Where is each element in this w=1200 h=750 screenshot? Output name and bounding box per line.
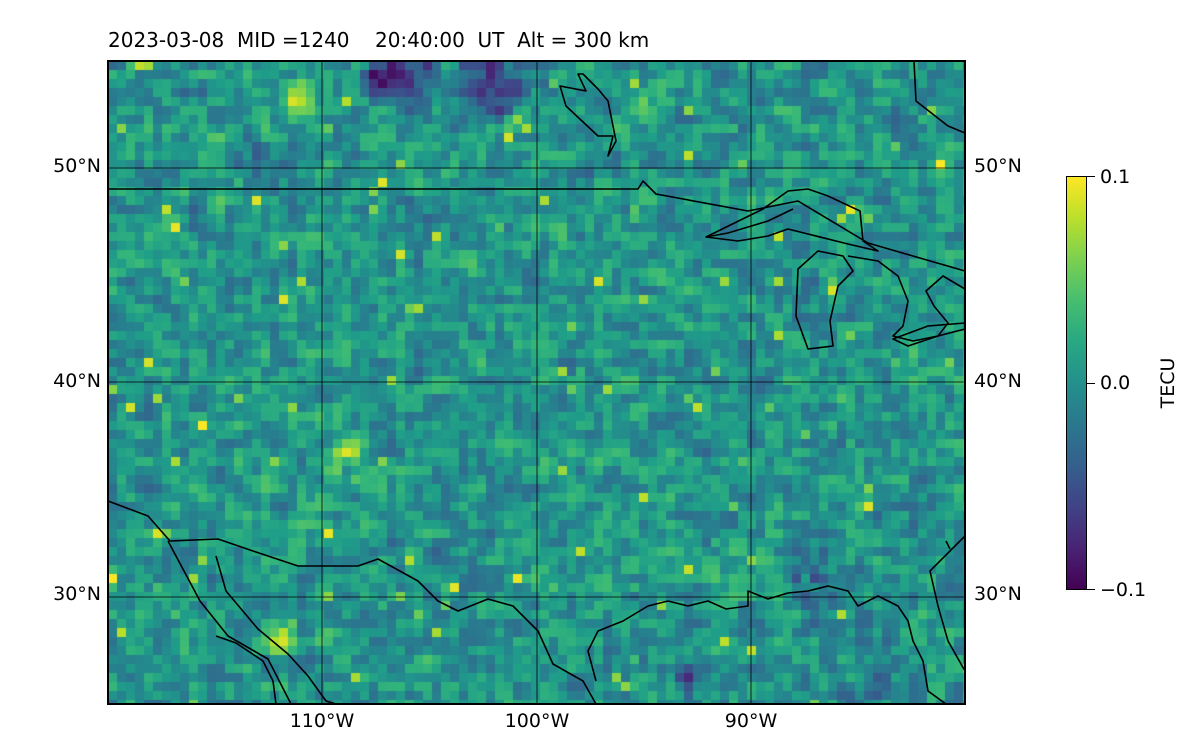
colorbar-tick-bottom: [1087, 589, 1095, 590]
great-lakes-outline: [705, 208, 794, 238]
lake-michigan: [795, 250, 854, 350]
colorbar: [1066, 176, 1087, 590]
gridlines: [108, 61, 965, 704]
hudson-bay-shore: [913, 60, 966, 143]
colorbar-label-zero: 0.0: [1100, 372, 1131, 394]
lake-erie-ontario: [892, 322, 966, 347]
mexico-west-coast: [215, 635, 277, 705]
colorbar-title: TECU: [1157, 357, 1179, 409]
lon-label-90w: 90°W: [724, 710, 778, 732]
lon-label-100w: 100°W: [504, 710, 570, 732]
coastlines-borders: [107, 60, 966, 705]
bahamas-edge: [945, 540, 951, 550]
tec-map: [107, 60, 966, 705]
lon-label-110w: 110°W: [289, 710, 355, 732]
arctic-island: [559, 73, 617, 157]
lake-huron: [847, 255, 966, 342]
lat-label-right-40n: 40°N: [974, 370, 1022, 392]
lat-label-left-40n: 40°N: [53, 370, 101, 392]
lat-label-left-50n: 50°N: [53, 155, 101, 177]
colorbar-tick-mid: [1087, 383, 1095, 384]
lat-label-right-50n: 50°N: [974, 155, 1022, 177]
us-canada-border: [108, 180, 966, 272]
map-title: 2023-03-08 MID =1240 20:40:00 UT Alt = 3…: [108, 28, 649, 52]
title-date: 2023-03-08: [108, 28, 225, 52]
colorbar-label-min: −0.1: [1100, 579, 1147, 601]
lake-superior: [705, 188, 879, 252]
colorbar-tick-top: [1087, 176, 1095, 177]
title-time: 20:40:00: [374, 28, 465, 52]
us-mexico-border: [107, 500, 597, 705]
lat-label-left-30n: 30°N: [53, 583, 101, 605]
gulf-coast: [587, 585, 947, 705]
lat-label-right-30n: 30°N: [974, 583, 1022, 605]
map-overlay: [107, 60, 966, 705]
map-frame: [107, 60, 966, 705]
title-time-unit: UT: [477, 28, 505, 52]
title-altitude: Alt = 300 km: [517, 28, 650, 52]
title-mid: MID =1240: [236, 28, 350, 52]
baja-peninsula: [167, 540, 292, 705]
baja-gulf-shore: [215, 555, 337, 705]
florida-coast: [929, 535, 966, 672]
colorbar-label-max: 0.1: [1100, 166, 1131, 188]
